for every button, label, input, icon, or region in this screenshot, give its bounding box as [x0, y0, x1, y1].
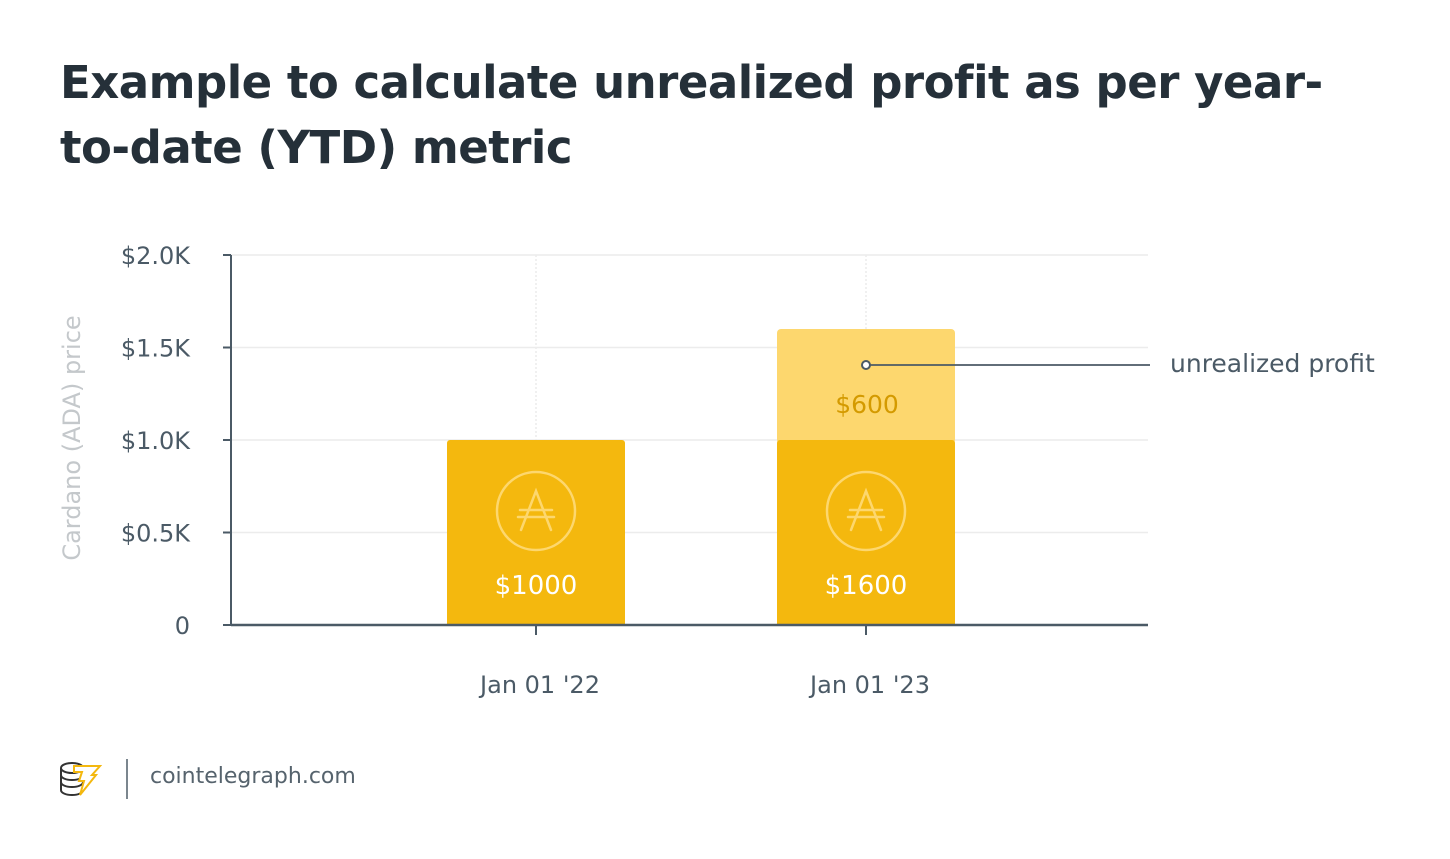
page-title: Example to calculate unrealized profit a… [60, 56, 1323, 174]
cardano-symbol-icon [846, 487, 886, 532]
profit-value-label: $600 [835, 390, 899, 419]
footer-site: cointelegraph.com [150, 764, 356, 789]
x-tick-label: Jan 01 '23 [808, 671, 930, 699]
cardano-coin-icon [825, 470, 907, 552]
y-tick-label: 0 [175, 612, 190, 640]
x-tick-label: Jan 01 '22 [478, 671, 600, 699]
y-axis-label: Cardano (ADA) price [58, 315, 86, 560]
y-tick-label: $0.5K [121, 520, 191, 548]
y-tick-label: $2.0K [121, 242, 191, 270]
cardano-symbol-icon [516, 487, 556, 532]
annotation-label: unrealized profit [1170, 349, 1375, 378]
bar-value-label: $1600 [825, 571, 908, 601]
bar-profit-segment [777, 329, 955, 444]
bar-base-fill [447, 444, 625, 625]
y-tick-label: $1.5K [121, 335, 191, 363]
cardano-coin-icon [495, 470, 577, 552]
annotation-marker [861, 360, 871, 370]
y-tick-label: $1.0K [121, 427, 191, 455]
footer-divider [126, 759, 128, 799]
bar-base-fill [777, 444, 955, 625]
bar-value-label: $1000 [495, 571, 578, 601]
